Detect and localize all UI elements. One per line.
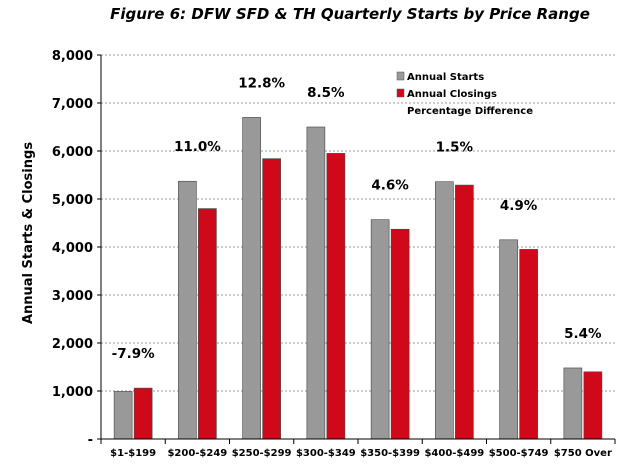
- legend-swatch-annual-starts: [396, 71, 405, 81]
- chart-title: Figure 6: DFW SFD & TH Quarterly Starts …: [110, 5, 590, 23]
- percent-label: 4.9%: [500, 198, 538, 214]
- y-tick-label: 1,000: [52, 385, 93, 400]
- bar-annual-starts: [306, 126, 326, 440]
- x-tick-label: $250-$299: [232, 448, 292, 459]
- legend: Annual Starts Annual Closings Percentage…: [396, 71, 533, 117]
- x-tick-label: $350-$399: [360, 448, 420, 459]
- bar-annual-closings: [262, 158, 281, 440]
- bar-annual-starts: [435, 181, 454, 440]
- bar-annual-closings: [326, 153, 346, 440]
- x-tick-label: $1-$199: [110, 448, 156, 459]
- percent-label: 11.0%: [174, 139, 221, 155]
- percent-labels: -7.9% 11.0% 12.8% 8.5% 4.6% 1.5% 4.9% 5.4%: [112, 75, 602, 362]
- y-tick-label: 3,000: [52, 289, 93, 304]
- bar-annual-closings: [198, 208, 217, 440]
- x-tick-label: $300-$349: [296, 448, 356, 459]
- percent-label: -7.9%: [112, 346, 156, 362]
- percent-label: 12.8%: [238, 75, 285, 91]
- legend-label-annual-starts: Annual Starts: [407, 72, 484, 83]
- bar-annual-starts: [113, 391, 133, 440]
- bars: [113, 117, 603, 440]
- x-tick-label: $750 Over: [554, 448, 612, 459]
- legend-swatch-annual-closings: [396, 88, 405, 98]
- y-tick-label: 7,000: [52, 97, 93, 112]
- y-tick-label: 6,000: [52, 145, 93, 160]
- bar-annual-closings: [390, 228, 410, 440]
- x-tick-label: $200-$249: [167, 448, 227, 459]
- percent-label: 5.4%: [564, 326, 602, 342]
- bar-annual-starts: [563, 367, 583, 440]
- bar-annual-closings: [133, 387, 153, 440]
- percent-label: 1.5%: [436, 140, 474, 156]
- bar-annual-closings: [583, 371, 603, 440]
- y-tick-label: 4,000: [52, 241, 93, 256]
- x-tick-label: $400-$499: [424, 448, 484, 459]
- bar-annual-starts: [242, 117, 261, 440]
- y-tick-label: -: [88, 433, 93, 448]
- bar-annual-starts: [370, 219, 390, 440]
- x-tick-label: $500-$749: [489, 448, 549, 459]
- legend-label-annual-closings: Annual Closings: [407, 89, 497, 100]
- percent-label: 4.6%: [371, 178, 409, 194]
- bar-annual-starts: [499, 239, 518, 440]
- bar-annual-closings: [455, 184, 474, 440]
- x-axis-ticks: $1-$199 $200-$249 $250-$299 $300-$349 $350-$…: [100, 439, 616, 459]
- y-axis-ticks: - 1,000 2,000 3,000 4,000 5,000 6,000 7,000 8,00…: [52, 49, 101, 448]
- bar-annual-starts: [178, 180, 197, 440]
- y-tick-label: 8,000: [52, 49, 93, 64]
- y-axis-label: Annual Starts & Closings: [21, 142, 36, 324]
- y-tick-label: 2,000: [52, 337, 93, 352]
- percent-label: 8.5%: [307, 85, 345, 101]
- legend-label-percentage-difference: Percentage Difference: [407, 106, 533, 117]
- y-tick-label: 5,000: [52, 193, 93, 208]
- bar-annual-closings: [519, 249, 538, 440]
